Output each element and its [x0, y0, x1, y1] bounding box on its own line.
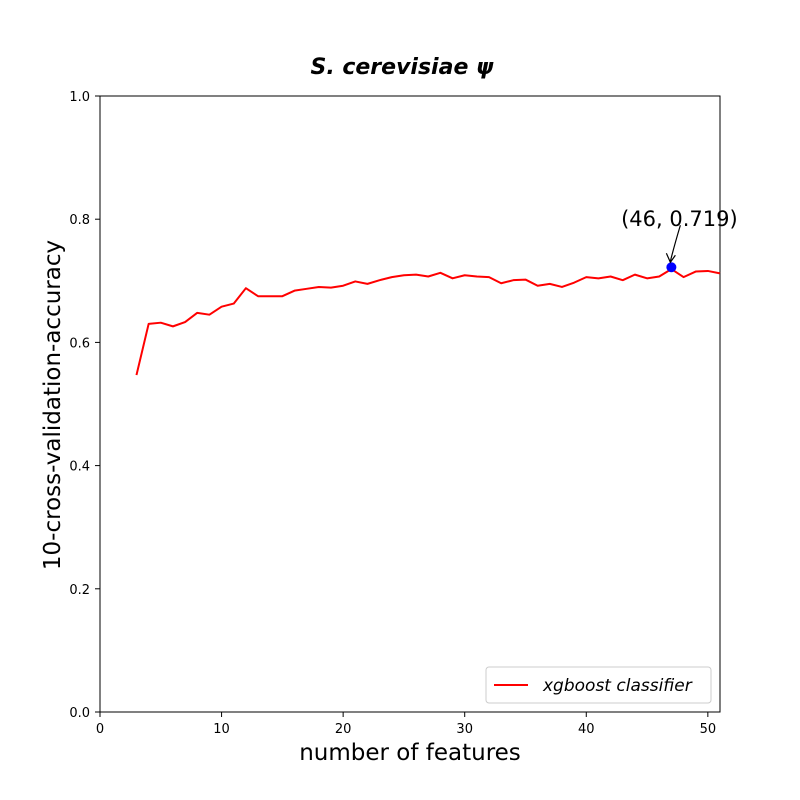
- y-tick-label: 0.6: [69, 336, 90, 351]
- x-tick-label: 20: [335, 722, 352, 737]
- y-tick-label: 1.0: [69, 90, 90, 105]
- y-tick-label: 0.0: [69, 706, 90, 721]
- plot-area: 0 10 20 30 40 50 0.0 0.2 0.4 0.6 0.8 1.0: [69, 90, 721, 737]
- annotation-arrowhead: [665, 253, 676, 264]
- annotation-label: (46, 0.719): [621, 207, 738, 231]
- x-tick-label: 50: [700, 722, 717, 737]
- x-tick-label: 40: [578, 722, 595, 737]
- legend: xgboost classifier: [485, 666, 712, 704]
- y-tick-label: 0.4: [69, 460, 90, 475]
- annotation-layer: (46, 0.719): [621, 207, 738, 273]
- series-line-0: [135, 268, 721, 376]
- chart-title: S. cerevisiae ψ: [310, 55, 494, 80]
- x-tick-label: 0: [96, 722, 104, 737]
- x-axis-title: number of features: [299, 740, 521, 766]
- x-tick-label: 30: [456, 722, 473, 737]
- y-tick-label: 0.2: [69, 583, 90, 598]
- legend-box: [485, 666, 712, 704]
- y-tick-label: 0.8: [69, 213, 90, 228]
- x-tick-label: 10: [213, 722, 230, 737]
- plot-frame: [99, 95, 721, 713]
- legend-label: xgboost classifier: [542, 676, 693, 696]
- series-layer: [135, 268, 721, 376]
- y-axis-title: 10-cross-validation-accuracy: [40, 240, 66, 570]
- annotation-arrow: [669, 225, 681, 262]
- highlight-point: [666, 262, 677, 273]
